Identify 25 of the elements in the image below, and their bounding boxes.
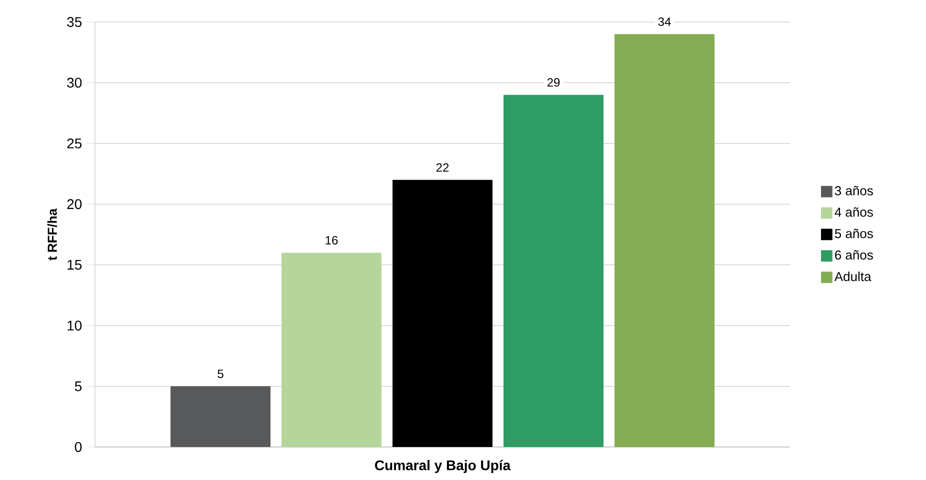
legend-label: 4 años — [834, 207, 873, 217]
data-label: 34 — [658, 17, 671, 26]
legend-label: 5 años — [834, 228, 873, 238]
y-tick-label: 5 — [74, 381, 82, 392]
y-tick-label: 35 — [67, 17, 82, 27]
x-tick-label: Cumaral y Bajo Upía — [375, 460, 511, 474]
bar — [614, 34, 715, 447]
bar — [170, 386, 271, 447]
bar — [282, 252, 382, 447]
legend-label: Adulta — [834, 272, 872, 282]
y-tick-label: 10 — [68, 320, 82, 331]
bar — [392, 180, 493, 447]
data-label: 16 — [326, 236, 338, 245]
y-tick-label: 25 — [67, 138, 82, 148]
y-axis-title: t RFF/ha — [47, 208, 58, 260]
y-tick-label: 15 — [68, 260, 82, 270]
data-label: 5 — [218, 370, 224, 378]
data-label: 22 — [436, 163, 449, 172]
bar — [504, 94, 604, 447]
y-tick-label: 20 — [67, 199, 82, 210]
legend-label: 6 años — [835, 250, 873, 260]
y-tick-label: 30 — [67, 78, 82, 88]
data-label: 29 — [547, 78, 560, 87]
legend-label: 3 años — [834, 186, 873, 196]
y-tick-label: 0 — [74, 442, 82, 452]
